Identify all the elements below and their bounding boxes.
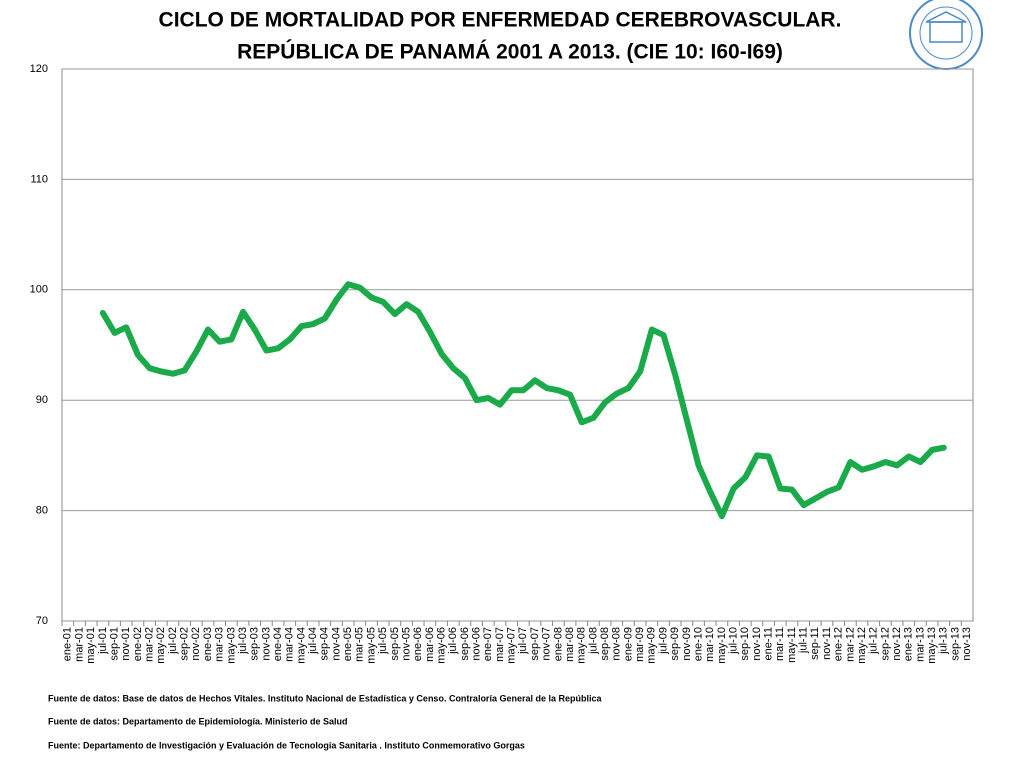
- x-tick-label: mar-10: [704, 627, 716, 662]
- x-tick-label: sep-09: [669, 627, 681, 661]
- x-tick-label: nov-08: [611, 627, 623, 661]
- x-tick-label: jul-02: [167, 627, 179, 655]
- x-tick-label: jul-12: [868, 627, 880, 655]
- x-tick-label: jul-05: [377, 627, 389, 655]
- x-tick-label: sep-07: [529, 627, 541, 661]
- x-tick-label: may-04: [295, 627, 307, 664]
- x-tick-label: nov-06: [471, 627, 483, 661]
- footnote: Fuente: Departamento de Investigación y …: [48, 740, 525, 750]
- x-tick-label: ene-06: [412, 627, 424, 661]
- x-tick-label: ene-11: [763, 627, 775, 660]
- x-tick-label: ene-09: [622, 627, 634, 661]
- x-tick-label: jul-11: [798, 627, 810, 654]
- x-tick-label: ene-10: [692, 627, 704, 661]
- x-tick-label: nov-07: [541, 627, 553, 661]
- x-tick-label: ene-01: [62, 627, 74, 661]
- x-tick-label: may-08: [576, 627, 588, 664]
- footnote: Fuente de datos: Departamento de Epidemi…: [48, 716, 348, 726]
- x-tick-label: may-11: [786, 627, 798, 663]
- x-tick-label: mar-13: [914, 627, 926, 662]
- x-tick-label: ene-13: [903, 627, 915, 661]
- x-tick-label: ene-08: [552, 627, 564, 661]
- x-tick-label: nov-03: [260, 627, 272, 661]
- x-tick-label: sep-13: [949, 627, 961, 661]
- x-tick-label: mar-12: [844, 627, 856, 662]
- x-tick-label: mar-02: [144, 627, 156, 662]
- x-tick-label: jul-04: [307, 627, 319, 655]
- x-tick-label: sep-04: [319, 627, 331, 661]
- x-tick-label: nov-12: [891, 627, 903, 661]
- x-tick-label: sep-02: [179, 627, 191, 661]
- x-tick-label: may-06: [435, 627, 447, 664]
- x-tick-label: mar-09: [634, 627, 646, 662]
- x-tick-label: jul-09: [657, 627, 669, 655]
- x-tick-label: may-01: [85, 627, 97, 664]
- x-tick-label: may-05: [365, 627, 377, 664]
- x-tick-label: may-13: [926, 627, 938, 664]
- x-tick-label: jul-03: [237, 627, 249, 655]
- x-tick-label: may-03: [225, 627, 237, 664]
- x-tick-label: ene-04: [272, 627, 284, 661]
- footnote: Fuente de datos: Base de datos de Hechos…: [48, 693, 602, 703]
- x-tick-label: sep-01: [108, 627, 120, 661]
- x-tick-label: nov-04: [330, 627, 342, 661]
- y-tick-label: 70: [36, 615, 48, 627]
- x-tick-label: sep-03: [249, 627, 261, 661]
- logo: [909, 0, 983, 70]
- x-tick-label: may-07: [506, 627, 518, 664]
- x-tick-label: sep-05: [389, 627, 401, 661]
- x-tick-label: ene-05: [342, 627, 354, 661]
- x-tick-label: mar-04: [284, 627, 296, 662]
- chart-title: REPÚBLICA DE PANAMÁ 2001 A 2013. (CIE 10…: [237, 40, 783, 64]
- x-tick-label: sep-10: [739, 627, 751, 661]
- y-tick-label: 120: [30, 63, 48, 75]
- x-tick-label: ene-07: [482, 627, 494, 661]
- x-tick-label: jul-10: [727, 627, 739, 655]
- x-tick-label: nov-13: [961, 627, 973, 661]
- x-tick-label: nov-05: [400, 627, 412, 661]
- x-tick-label: mar-03: [214, 627, 226, 662]
- x-tick-label: nov-11: [821, 627, 833, 660]
- x-tick-label: jul-13: [938, 627, 950, 655]
- x-tick-label: sep-06: [459, 627, 471, 661]
- x-tick-label: mar-07: [494, 627, 506, 662]
- x-tick-label: mar-06: [424, 627, 436, 662]
- x-tick-label: sep-12: [879, 627, 891, 661]
- x-tick-label: mar-11: [774, 627, 786, 661]
- y-tick-label: 80: [36, 505, 48, 517]
- chart-title: CICLO DE MORTALIDAD POR ENFERMEDAD CEREB…: [159, 9, 842, 32]
- x-tick-label: ene-03: [202, 627, 214, 661]
- x-tick-label: mar-01: [73, 627, 85, 662]
- x-tick-label: sep-08: [599, 627, 611, 661]
- x-tick-label: nov-09: [681, 627, 693, 661]
- x-tick-label: may-02: [155, 627, 167, 664]
- y-tick-label: 100: [30, 284, 48, 296]
- x-tick-label: sep-11: [809, 627, 821, 660]
- x-tick-label: may-10: [716, 627, 728, 664]
- x-tick-label: jul-07: [517, 627, 529, 655]
- x-tick-label: ene-12: [833, 627, 845, 661]
- x-tick-label: mar-05: [354, 627, 366, 662]
- x-tick-label: jul-08: [587, 627, 599, 655]
- x-tick-label: ene-02: [132, 627, 144, 661]
- x-tick-label: may-09: [646, 627, 658, 664]
- x-tick-label: mar-08: [564, 627, 576, 662]
- x-tick-label: nov-01: [120, 627, 132, 661]
- y-tick-label: 110: [30, 173, 48, 185]
- x-tick-label: jul-01: [97, 627, 109, 655]
- x-tick-label: may-12: [856, 627, 868, 664]
- y-tick-label: 90: [36, 394, 48, 406]
- line: [99, 281, 947, 520]
- x-tick-label: nov-02: [190, 627, 202, 661]
- x-tick-label: nov-10: [751, 627, 763, 661]
- x-tick-label: jul-06: [447, 627, 459, 655]
